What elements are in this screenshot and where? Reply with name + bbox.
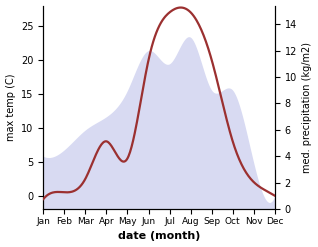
Y-axis label: max temp (C): max temp (C) [5,74,16,141]
X-axis label: date (month): date (month) [118,231,200,242]
Y-axis label: med. precipitation (kg/m2): med. precipitation (kg/m2) [302,42,313,173]
